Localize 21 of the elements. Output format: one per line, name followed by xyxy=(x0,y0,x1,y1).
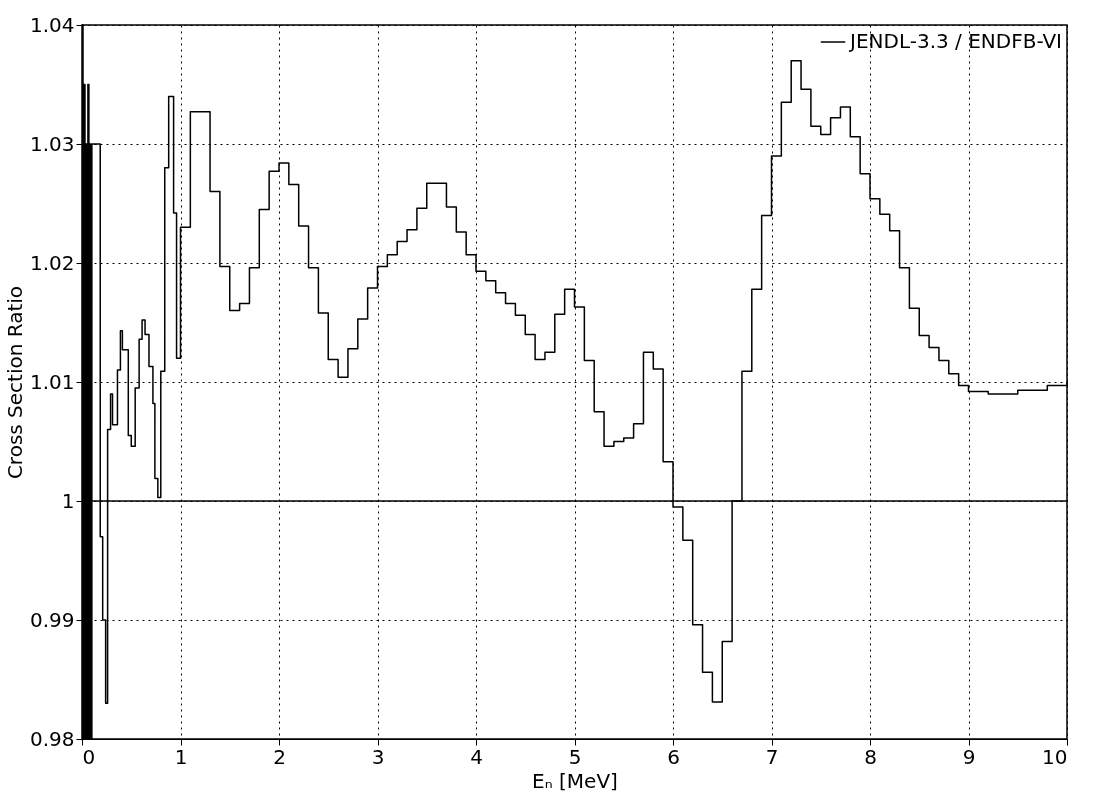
x-axis-title: Eₙ [MeV] xyxy=(532,768,618,793)
x-tick-label: 0 xyxy=(82,744,96,769)
x-tick-label: 1 xyxy=(174,744,188,769)
y-tick-label: 1.01 xyxy=(29,369,75,394)
legend-label: JENDL-3.3 / ENDFB-VI xyxy=(848,29,1063,53)
y-tick-label: 1.03 xyxy=(29,131,75,156)
y-tick-label: 1.02 xyxy=(29,250,75,275)
y-tick-label: 1 xyxy=(61,488,75,513)
x-tick-label: 4 xyxy=(470,744,483,769)
y-tick-label: 1.04 xyxy=(29,12,75,37)
x-tick-label: 6 xyxy=(667,744,680,769)
x-tick-label: 9 xyxy=(962,744,976,769)
y-tick-label: 0.98 xyxy=(29,726,75,751)
x-tick-label: 7 xyxy=(765,744,779,769)
x-tick-label: 3 xyxy=(371,744,385,769)
x-tick-label: 2 xyxy=(273,744,286,769)
y-axis-title: Cross Section Ratio xyxy=(2,285,27,480)
x-tick-label: 8 xyxy=(864,744,877,769)
x-tick-label: 5 xyxy=(568,744,582,769)
x-tick-label: 10 xyxy=(1042,744,1068,769)
y-tick-label: 0.99 xyxy=(29,607,75,632)
